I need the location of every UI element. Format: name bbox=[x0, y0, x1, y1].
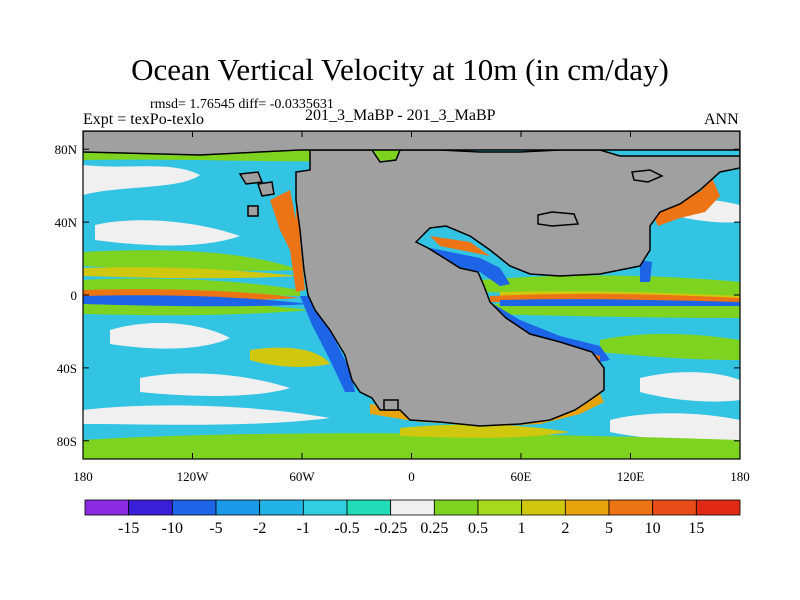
colorbar-label: 0.25 bbox=[420, 520, 448, 537]
coastal-blue-band bbox=[300, 296, 355, 392]
colorbar-swatch bbox=[433, 499, 479, 516]
landmass-island bbox=[537, 211, 580, 227]
x-tick-label: 120W bbox=[177, 469, 210, 484]
colorbar-label: -0.25 bbox=[374, 520, 407, 537]
coastal-orange-band bbox=[650, 178, 720, 226]
colorbar-label: 0.5 bbox=[468, 520, 488, 537]
colorbar-label: 15 bbox=[688, 520, 704, 537]
colorbar-label: -0.5 bbox=[334, 520, 359, 537]
subtitle-label: 201_3_MaBP - 201_3_MaBP bbox=[305, 107, 496, 124]
field-green-band bbox=[600, 333, 740, 360]
field-green-band bbox=[480, 275, 740, 296]
colorbar-swatch bbox=[215, 499, 261, 516]
colorbar-label: -15 bbox=[118, 520, 139, 537]
field-green-band bbox=[83, 250, 300, 271]
velocity-field bbox=[83, 150, 740, 459]
x-tick-label: 180 bbox=[73, 469, 93, 484]
colorbar-swatch bbox=[477, 499, 523, 516]
field-white-patch bbox=[610, 413, 740, 442]
season-label: ANN bbox=[704, 111, 739, 128]
coastal-blue-band bbox=[490, 302, 610, 362]
field-white-patch bbox=[110, 323, 230, 349]
map-panel bbox=[83, 131, 740, 459]
x-tick-label: 120E bbox=[617, 469, 645, 484]
colorbar-swatch bbox=[564, 499, 610, 516]
field-white-patch bbox=[83, 405, 330, 425]
colorbar-swatch bbox=[128, 499, 173, 516]
colorbar-label: 2 bbox=[561, 520, 569, 537]
colorbar-swatch bbox=[84, 499, 130, 516]
colorbar-swatch bbox=[652, 499, 697, 516]
colorbar-swatch bbox=[171, 499, 217, 516]
coastal-orange-band bbox=[270, 190, 305, 292]
y-tick-label: 80S bbox=[57, 434, 77, 449]
landmass-island bbox=[257, 181, 275, 197]
landmass-island bbox=[383, 399, 399, 411]
coastal-blue-band bbox=[640, 260, 652, 282]
colorbar-swatch bbox=[695, 499, 741, 516]
experiment-label: Expt = texPo-texlo bbox=[83, 111, 205, 128]
land-masses bbox=[83, 131, 740, 427]
x-tick-label: 60W bbox=[289, 469, 315, 484]
colorbar-swatch bbox=[259, 499, 304, 516]
colorbar-label: 5 bbox=[605, 520, 613, 537]
colorbar-label: -10 bbox=[162, 520, 183, 537]
landmass-island bbox=[238, 171, 264, 185]
x-tick-label: 60E bbox=[511, 469, 532, 484]
field-white-patch bbox=[83, 165, 200, 195]
y-tick-label: 40S bbox=[57, 361, 77, 376]
field-yellow-patch bbox=[250, 347, 330, 367]
y-tick-label: 80N bbox=[55, 142, 78, 157]
colorbar-swatch bbox=[521, 499, 566, 516]
colorbar-swatch bbox=[302, 499, 348, 516]
colorbar: -15 -10 -5 -2 -1 -0.5 -0.25 0.25 0.5 1 2 5 10 15 bbox=[84, 499, 741, 537]
landmass-island bbox=[631, 169, 664, 183]
field-blue-band bbox=[83, 295, 310, 307]
colorbar-label: -1 bbox=[297, 520, 310, 537]
colorbar-swatch bbox=[346, 499, 392, 516]
x-tick-label: 180 bbox=[730, 469, 750, 484]
stats-line: rmsd= 1.76545 diff= -0.0335631 bbox=[150, 97, 334, 112]
colorbar-label: -5 bbox=[209, 520, 222, 537]
landmass-north-pole bbox=[83, 131, 740, 156]
colorbar-label: -2 bbox=[253, 520, 266, 537]
landmass-island bbox=[247, 205, 259, 217]
field-blue-band bbox=[500, 299, 740, 306]
field-yellow-patch bbox=[83, 267, 300, 279]
coastal-blue-band bbox=[420, 246, 510, 286]
field-white-patch bbox=[140, 373, 290, 396]
y-tick-label: 40N bbox=[55, 215, 78, 230]
axis-ticks: 180 120W 60W 0 60E 120E 180 80N 40N 0 40S 80S bbox=[55, 131, 750, 484]
field-yellow-patch bbox=[400, 424, 570, 438]
field-white-patch bbox=[640, 372, 740, 402]
chart-title: Ocean Vertical Velocity at 10m (in cm/da… bbox=[131, 52, 669, 87]
colorbar-label: 10 bbox=[645, 520, 661, 537]
colorbar-swatch bbox=[608, 499, 654, 516]
colorbar-label: 1 bbox=[518, 520, 526, 537]
y-tick-label: 0 bbox=[71, 288, 78, 303]
field-white-patch bbox=[95, 220, 240, 246]
colorbar-swatch bbox=[390, 499, 435, 516]
landmass-western-continent bbox=[83, 131, 740, 427]
coastal-orange-band bbox=[430, 236, 490, 256]
field-green-band bbox=[83, 433, 740, 459]
x-tick-label: 0 bbox=[408, 469, 415, 484]
